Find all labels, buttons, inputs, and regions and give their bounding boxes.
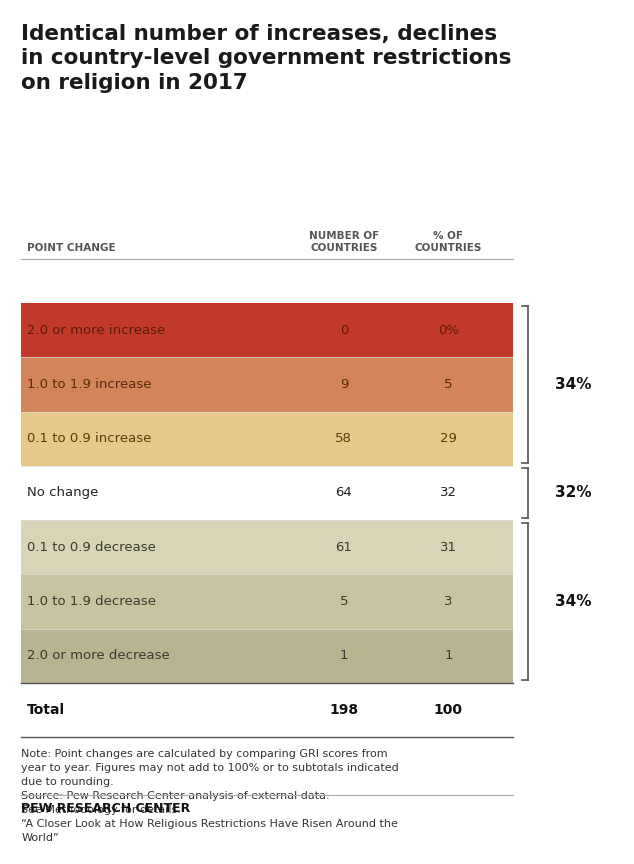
- Text: 1.0 to 1.9 decrease: 1.0 to 1.9 decrease: [27, 595, 157, 608]
- Text: 32: 32: [440, 486, 457, 499]
- Text: 29: 29: [440, 432, 456, 445]
- Text: 34%: 34%: [555, 377, 591, 392]
- Text: 58: 58: [335, 432, 353, 445]
- Text: 2.0 or more decrease: 2.0 or more decrease: [27, 649, 170, 662]
- Text: % OF
COUNTRIES: % OF COUNTRIES: [415, 232, 482, 253]
- Text: 34%: 34%: [555, 594, 591, 609]
- FancyBboxPatch shape: [21, 575, 513, 628]
- Text: Identical number of increases, declines
in country-level government restrictions: Identical number of increases, declines …: [21, 23, 512, 93]
- Text: 2.0 or more increase: 2.0 or more increase: [27, 324, 165, 337]
- FancyBboxPatch shape: [21, 411, 513, 466]
- Text: 0.1 to 0.9 decrease: 0.1 to 0.9 decrease: [27, 541, 156, 554]
- Text: 31: 31: [440, 541, 457, 554]
- Text: 61: 61: [335, 541, 353, 554]
- Text: 32%: 32%: [555, 486, 592, 500]
- FancyBboxPatch shape: [21, 358, 513, 411]
- Text: NUMBER OF
COUNTRIES: NUMBER OF COUNTRIES: [309, 232, 379, 253]
- FancyBboxPatch shape: [21, 303, 513, 358]
- Text: 3: 3: [444, 595, 453, 608]
- Text: 198: 198: [329, 702, 358, 717]
- FancyBboxPatch shape: [21, 520, 513, 575]
- Text: No change: No change: [27, 486, 99, 499]
- Text: 100: 100: [434, 702, 463, 717]
- Text: 0: 0: [340, 324, 348, 337]
- Text: 1: 1: [444, 649, 453, 662]
- Text: POINT CHANGE: POINT CHANGE: [27, 243, 116, 253]
- FancyBboxPatch shape: [21, 628, 513, 683]
- Text: 0%: 0%: [438, 324, 459, 337]
- Text: 5: 5: [444, 378, 453, 391]
- Text: 1.0 to 1.9 increase: 1.0 to 1.9 increase: [27, 378, 152, 391]
- Text: Total: Total: [27, 702, 65, 717]
- Text: 5: 5: [340, 595, 348, 608]
- Text: 64: 64: [335, 486, 353, 499]
- Text: 0.1 to 0.9 increase: 0.1 to 0.9 increase: [27, 432, 152, 445]
- Text: 1: 1: [340, 649, 348, 662]
- Text: PEW RESEARCH CENTER: PEW RESEARCH CENTER: [21, 802, 190, 815]
- Text: Note: Point changes are calculated by comparing GRI scores from
year to year. Fi: Note: Point changes are calculated by co…: [21, 749, 399, 843]
- Text: 9: 9: [340, 378, 348, 391]
